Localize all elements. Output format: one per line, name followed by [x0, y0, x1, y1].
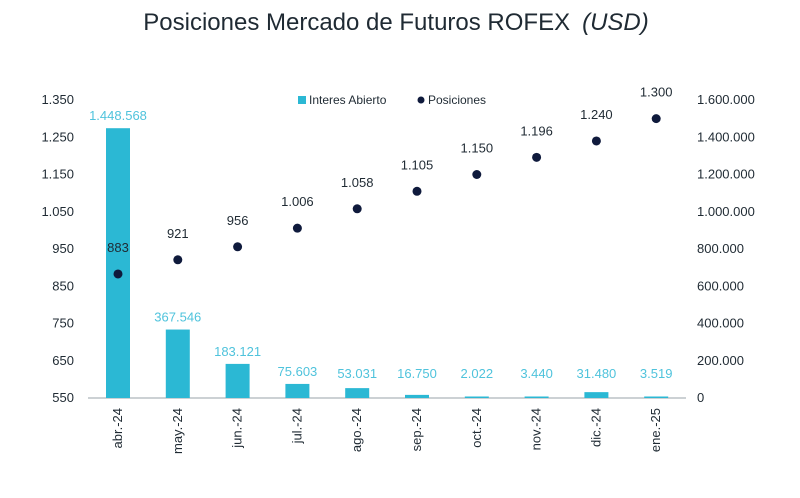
bar-data-label: 75.603 [278, 364, 318, 379]
left-tick-label: 1.150 [41, 167, 74, 182]
left-tick-label: 750 [52, 316, 74, 331]
category-label: ene.-25 [648, 408, 663, 452]
category-label: nov.-24 [529, 408, 544, 450]
point-data-label: 1.240 [580, 107, 613, 122]
point [292, 223, 302, 233]
category-label: ago.-24 [349, 408, 364, 452]
left-tick-label: 1.250 [41, 129, 74, 144]
legend-label-interes-abierto: Interes Abierto [309, 93, 387, 107]
bar [584, 392, 609, 398]
point [651, 114, 661, 124]
point [233, 242, 243, 252]
bar-series [106, 128, 669, 398]
bar-data-label: 2.022 [461, 366, 494, 381]
point [173, 255, 183, 265]
point-series [113, 114, 661, 279]
left-tick-label: 1.050 [41, 204, 74, 219]
left-tick-label: 950 [52, 241, 74, 256]
point-data-label: 956 [227, 213, 249, 228]
legend-swatch-posiciones [417, 96, 425, 104]
left-tick-label: 650 [52, 353, 74, 368]
bar [524, 396, 549, 398]
bar [644, 396, 669, 398]
legend-swatch-interes-abierto [298, 96, 306, 104]
left-tick-label: 850 [52, 278, 74, 293]
point [472, 170, 482, 179]
bar-data-label: 31.480 [577, 366, 617, 381]
point [352, 204, 362, 214]
bar [345, 388, 370, 398]
bar-label-group: 1.448.568 367.546 183.121 75.603 53.031 16.75… [89, 108, 672, 381]
point [412, 186, 422, 196]
category-label: jul.-24 [289, 408, 304, 444]
point-data-label: 1.006 [281, 194, 314, 209]
bar-data-label: 1.448.568 [89, 108, 147, 123]
right-axis: 0 200.000 400.000 600.000 800.000 1.000.000 1.… [697, 92, 755, 405]
legend: Interes Abierto Posiciones [298, 93, 486, 107]
bar-data-label: 53.031 [337, 366, 377, 381]
bar [405, 394, 429, 398]
point-data-label: 1.196 [520, 123, 553, 138]
chart-title-main: Posiciones Mercado de Futuros ROFEX [143, 9, 570, 36]
point-data-label: 883 [107, 240, 129, 255]
bar-data-label: 183.121 [214, 344, 261, 359]
point-data-label: 1.058 [341, 175, 374, 190]
bar-data-label: 3.519 [640, 366, 673, 381]
chart-title: Posiciones Mercado de Futuros ROFEX (USD… [143, 9, 649, 36]
right-tick-label: 1.400.000 [697, 129, 755, 144]
point [591, 136, 601, 146]
category-label: oct.-24 [469, 408, 484, 448]
bar-data-label: 367.546 [154, 310, 201, 325]
right-tick-label: 0 [697, 390, 704, 405]
right-tick-label: 1.600.000 [697, 92, 755, 107]
category-label: may.-24 [170, 408, 185, 454]
point-data-label: 1.105 [401, 157, 434, 172]
right-tick-label: 200.000 [697, 353, 744, 368]
bar [165, 329, 190, 398]
left-axis: 550 650 750 850 950 1.050 1.150 1.250 1.350 [41, 92, 74, 405]
right-tick-label: 600.000 [697, 278, 744, 293]
bar [106, 128, 130, 398]
point-data-label: 1.150 [461, 141, 494, 156]
left-tick-label: 550 [52, 390, 74, 405]
right-tick-label: 1.000.000 [697, 204, 755, 219]
right-tick-label: 800.000 [697, 241, 744, 256]
category-label: jun.-24 [230, 408, 245, 449]
bar-data-label: 16.750 [397, 366, 437, 381]
bar-data-label: 3.440 [520, 366, 553, 381]
right-tick-label: 400.000 [697, 316, 744, 331]
category-label: sep.-24 [409, 408, 424, 451]
point [113, 269, 123, 279]
bar [225, 363, 250, 398]
point-data-label: 1.300 [640, 85, 673, 100]
category-label: abr.-24 [110, 408, 125, 448]
right-tick-label: 1.200.000 [697, 167, 755, 182]
point-data-label: 921 [167, 226, 189, 241]
bar [464, 396, 489, 398]
legend-label-posiciones: Posiciones [428, 93, 486, 107]
point-label-group: 883 921 956 1.006 1.058 1.105 1.150 1.196 1.240 1… [107, 85, 672, 255]
chart-title-unit: (USD) [582, 9, 649, 36]
category-axis-labels: abr.-24 may.-24 jun.-24 jul.-24 ago.-24 sep.-… [110, 408, 663, 454]
bar [285, 383, 310, 398]
category-label: dic.-24 [588, 408, 603, 447]
point [532, 152, 542, 162]
left-tick-label: 1.350 [41, 92, 74, 107]
